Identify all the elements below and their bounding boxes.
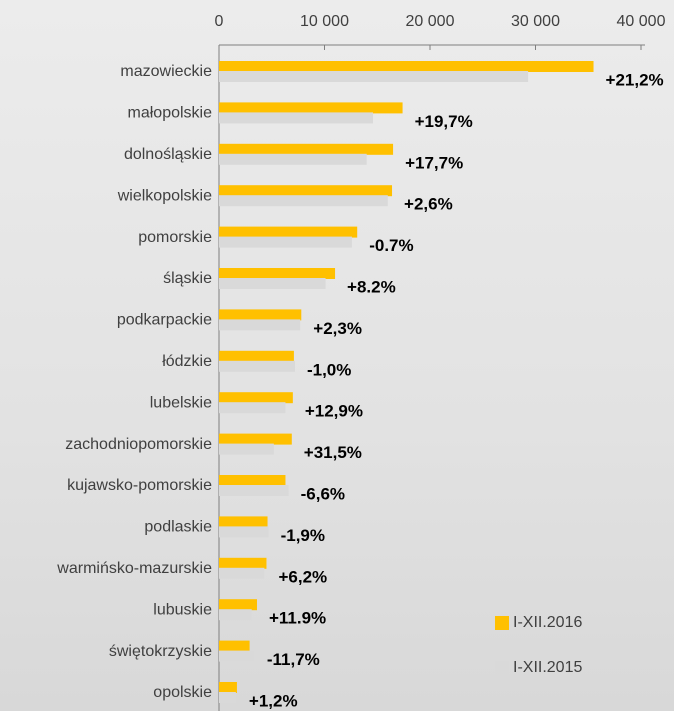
legend-swatch <box>495 616 509 630</box>
bar <box>219 278 326 289</box>
bar <box>219 568 264 579</box>
x-tick-label: 10 000 <box>300 13 349 30</box>
bar <box>219 609 252 620</box>
annotation: +6,2% <box>278 567 327 586</box>
category-label: podlaskie <box>144 519 212 536</box>
bar <box>219 227 357 238</box>
bar <box>219 444 274 455</box>
category-label: świętokrzyskie <box>109 643 212 660</box>
category-label: podkarpackie <box>117 312 212 329</box>
annotation: +19,7% <box>415 112 473 131</box>
bar <box>219 475 285 486</box>
category-label: warmińsko-mazurskie <box>56 560 212 577</box>
bar <box>219 102 403 113</box>
bar <box>219 692 236 703</box>
bar <box>219 185 392 196</box>
bar <box>219 558 266 569</box>
bar <box>219 682 237 693</box>
category-label: zachodniopomorskie <box>65 436 212 453</box>
bar <box>219 319 300 330</box>
annotation: +2,6% <box>404 195 453 214</box>
legend-swatch <box>495 661 509 675</box>
annotation: +8.2% <box>347 277 396 296</box>
bar <box>219 434 292 445</box>
annotation: -1,9% <box>281 526 325 545</box>
bar <box>219 392 293 403</box>
x-tick-label: 30 000 <box>511 13 560 30</box>
bar <box>219 351 294 362</box>
category-label: małopolskie <box>128 105 213 122</box>
category-label: łódzkie <box>162 353 212 370</box>
bar <box>219 112 373 123</box>
legend-label: I-XII.2016 <box>513 614 582 631</box>
bar <box>219 516 268 527</box>
annotation: -6,6% <box>301 484 345 503</box>
bar <box>219 144 393 155</box>
annotation: +31,5% <box>304 443 362 462</box>
bar <box>219 361 295 372</box>
bar <box>219 268 335 279</box>
x-tick-label: 20 000 <box>406 13 455 30</box>
category-label: mazowieckie <box>120 63 212 80</box>
bar <box>219 485 289 496</box>
category-label: wielkopolskie <box>117 187 212 204</box>
x-tick-label: 40 000 <box>617 13 666 30</box>
bar <box>219 526 269 537</box>
category-label: lubelskie <box>150 394 212 411</box>
bar <box>219 651 255 662</box>
annotation: -11,7% <box>267 650 320 669</box>
category-label: dolnośląskie <box>124 146 212 163</box>
bar <box>219 402 285 413</box>
bar <box>219 195 388 206</box>
bar <box>219 641 250 652</box>
annotation: +12,9% <box>305 402 363 421</box>
bar <box>219 309 301 320</box>
category-label: śląskie <box>163 270 212 287</box>
annotation: +21,2% <box>606 70 664 89</box>
bar <box>219 599 257 610</box>
category-label: pomorskie <box>138 229 212 246</box>
annotation: +2,3% <box>313 319 362 338</box>
chart: 0 10 000 20 000 30 000 40 000 mazowieckie +21,… <box>0 0 674 711</box>
x-tick-label: 0 <box>215 13 224 30</box>
bar <box>219 61 594 72</box>
annotation: -1,0% <box>307 360 351 379</box>
legend-label: I-XII.2015 <box>513 659 582 676</box>
annotation: +1,2% <box>249 691 298 710</box>
category-label: opolskie <box>153 684 212 701</box>
category-label: kujawsko-pomorskie <box>67 477 212 494</box>
annotation: +17,7% <box>405 153 463 172</box>
bar <box>219 237 352 248</box>
annotation: +11.9% <box>269 609 326 628</box>
category-label: lubuskie <box>153 601 212 618</box>
bar <box>219 154 367 165</box>
annotation: -0.7% <box>369 236 413 255</box>
bar <box>219 71 528 82</box>
